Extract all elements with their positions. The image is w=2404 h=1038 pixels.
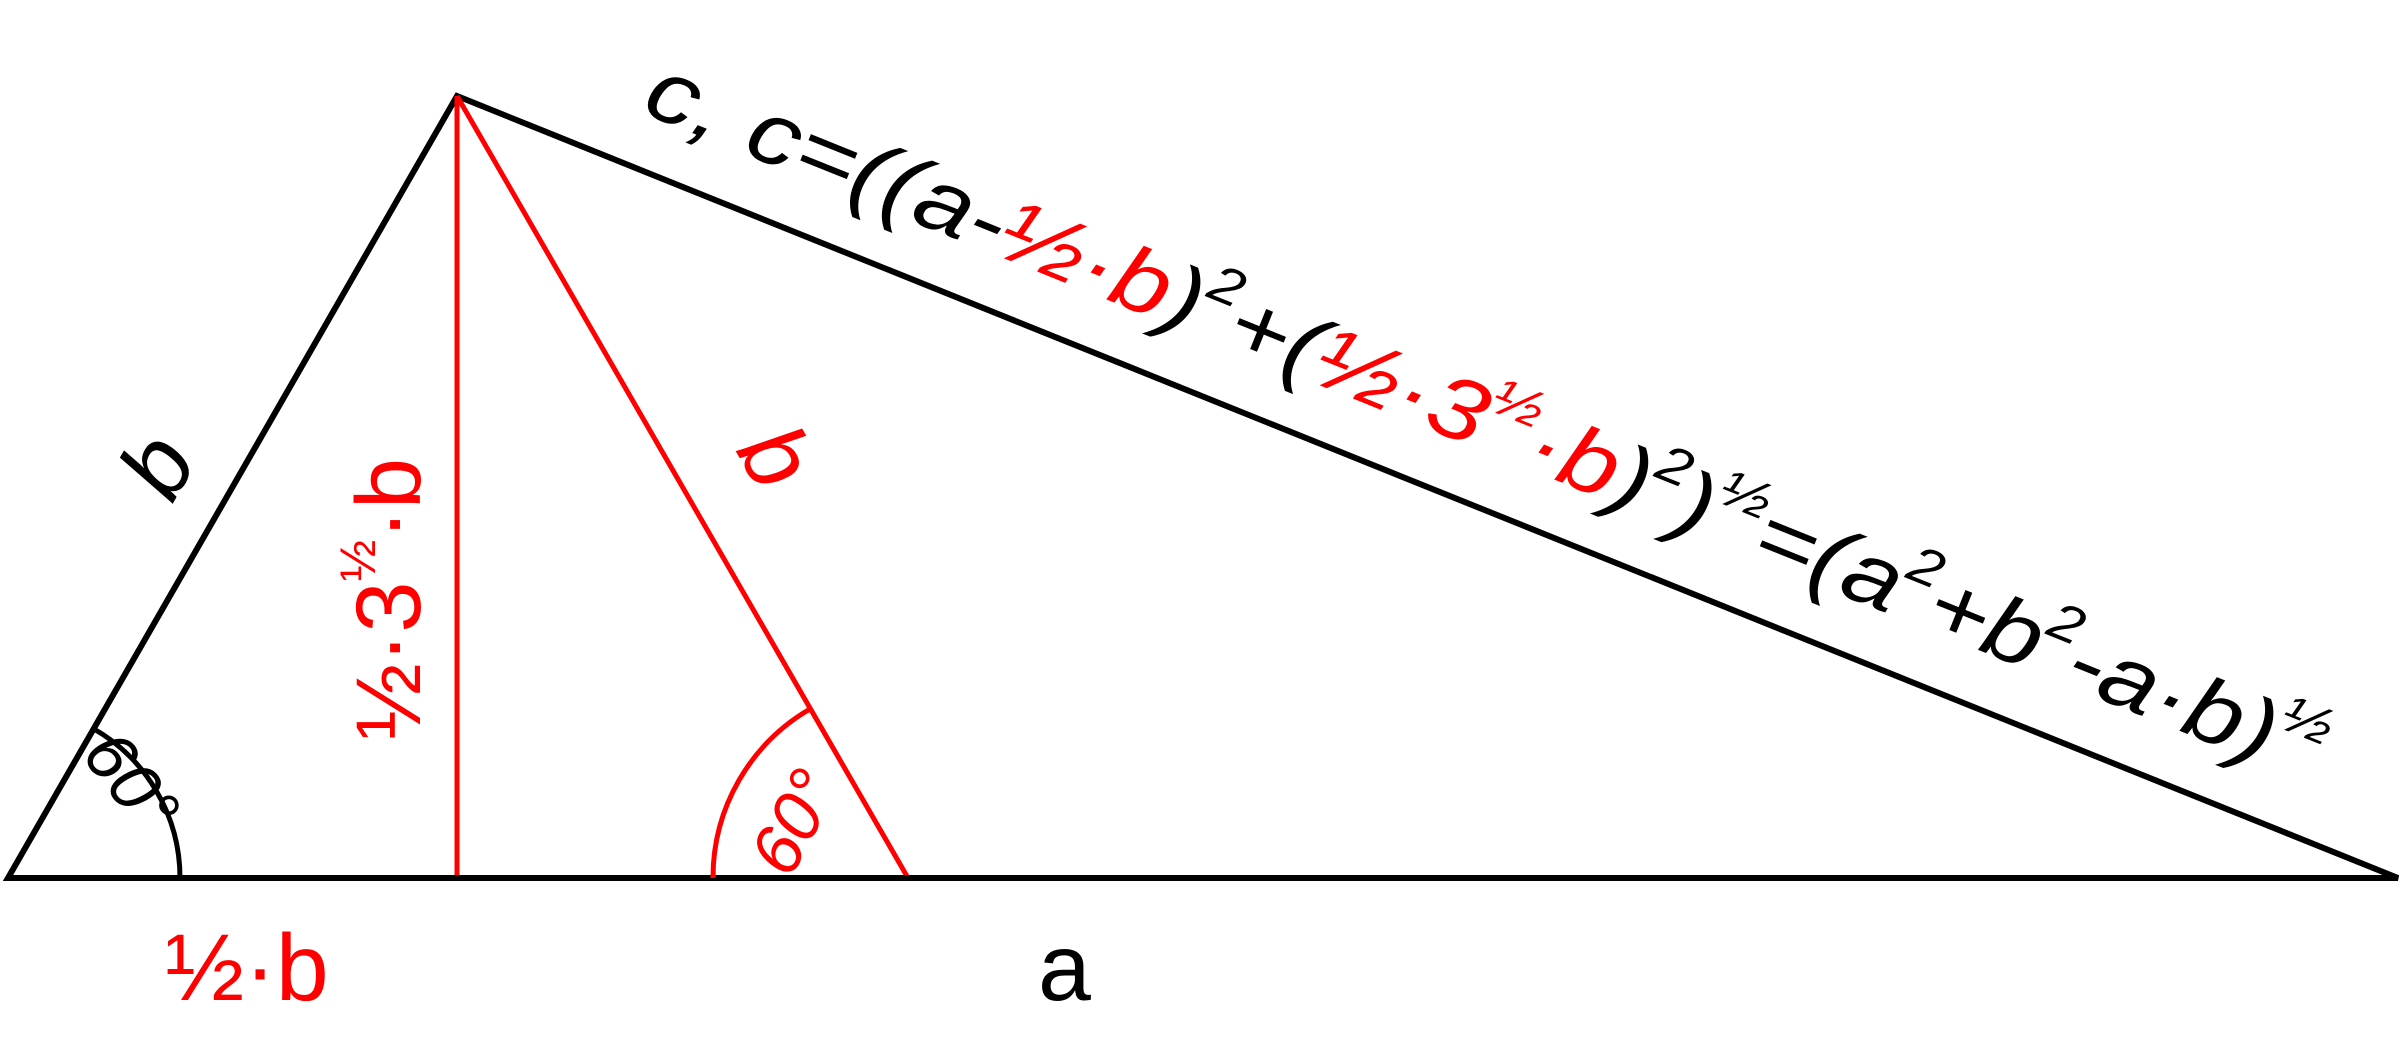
formula-segment: c, c=((a- <box>633 38 1023 272</box>
red-side-b <box>454 94 911 880</box>
red-side-b-label: b <box>717 408 835 507</box>
formula-segment: ½·b <box>986 180 1188 338</box>
angle-red-label: 60° <box>734 757 853 887</box>
angle-arc-red <box>710 706 812 879</box>
base-a-label: a <box>1038 915 1091 1021</box>
side-b-label: b <box>98 417 216 516</box>
height-label: ½·3½·b <box>330 458 440 740</box>
hypotenuse-formula: c, c=((a-½·b)2+(½·3½·b)2)½=(a2+b2-a·b) ½ <box>633 32 2342 801</box>
angle-arc-left <box>92 726 183 879</box>
half-b-label: ½·b <box>165 915 329 1021</box>
height-base: ½·3 <box>338 581 440 740</box>
height-tail: ·b <box>338 458 440 540</box>
height-exponent: ½ <box>330 540 386 582</box>
formula-segment: ½·3 <box>1302 307 1504 465</box>
